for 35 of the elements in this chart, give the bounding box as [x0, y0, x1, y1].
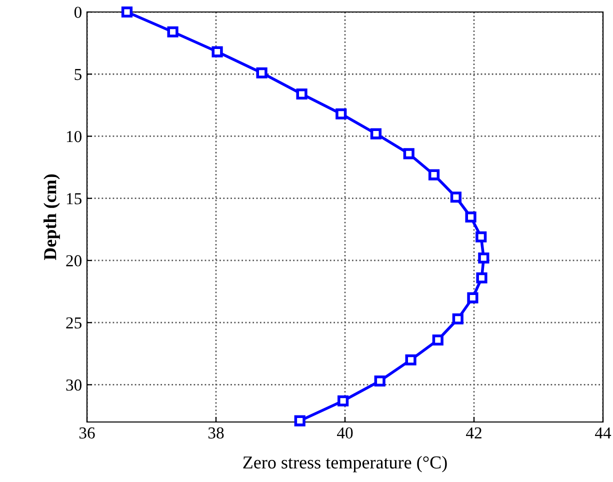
point — [403, 148, 414, 160]
y-tick-label: 10 — [66, 130, 82, 142]
x-tick-label: 36 — [79, 427, 95, 439]
point — [405, 354, 416, 366]
y-axis-title: Depth (cm) — [44, 174, 60, 260]
point — [256, 67, 268, 78]
point — [476, 272, 488, 284]
point — [432, 334, 444, 346]
point — [452, 313, 464, 324]
x-tick-label: 44 — [594, 427, 612, 438]
y-tick-label: 0 — [74, 6, 82, 18]
point — [167, 26, 178, 38]
x-tick-label: 38 — [208, 427, 224, 439]
point — [212, 46, 223, 58]
point — [450, 192, 462, 203]
point — [374, 375, 386, 387]
y-tick-label: 5 — [74, 68, 82, 80]
point — [370, 128, 382, 140]
point — [294, 415, 306, 426]
point — [338, 395, 349, 406]
point — [336, 108, 347, 120]
y-tick-label: 20 — [66, 255, 82, 266]
point — [478, 252, 490, 264]
point — [465, 211, 476, 223]
point — [296, 88, 308, 100]
point — [121, 6, 133, 18]
x-tick-label: 40 — [336, 427, 353, 439]
x-tick-label: 42 — [466, 427, 482, 438]
y-tick-label: 30 — [66, 379, 82, 391]
point — [428, 169, 440, 180]
x-axis-title: Zero stress temperature (°C) — [243, 456, 447, 472]
point — [476, 231, 487, 242]
point — [467, 292, 478, 304]
y-tick-label: 15 — [66, 193, 82, 204]
y-tick-label: 25 — [66, 317, 82, 329]
